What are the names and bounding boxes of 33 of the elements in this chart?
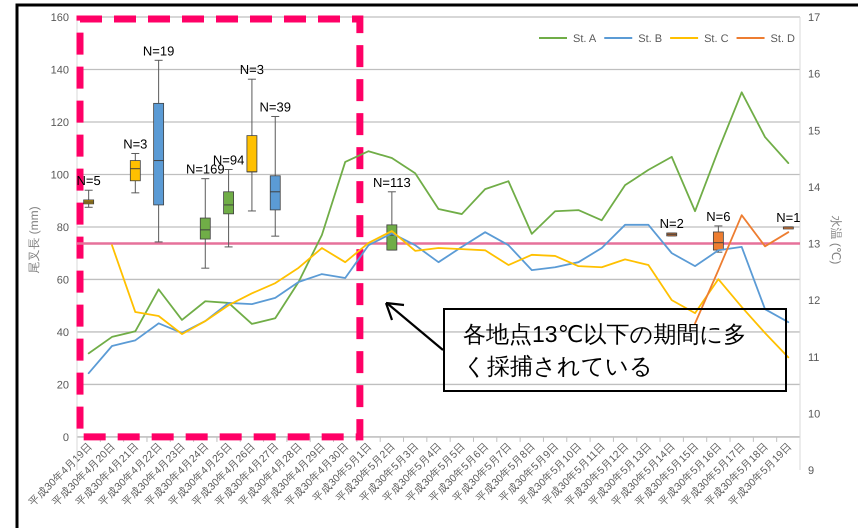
y2-tick-label: 9: [808, 465, 814, 477]
y2-tick-label: 13: [808, 238, 820, 250]
legend-label: St. C: [704, 33, 729, 45]
y2-tick-label: 15: [808, 125, 820, 138]
y-tick-label: 0: [62, 432, 69, 444]
legend-label: St. B: [638, 33, 662, 45]
y2-tick-label: 14: [808, 182, 820, 194]
y-tick-label: 140: [50, 64, 69, 76]
annotation: N=1: [776, 210, 800, 225]
y-tick-label: 80: [56, 222, 69, 234]
y2-tick-label: 17: [808, 12, 820, 24]
annotation: N=3: [240, 62, 264, 78]
annotation: 各地点13℃以下の期間に多く採捕されている: [463, 320, 748, 381]
y2-tick-label: 11: [808, 352, 820, 364]
annotation: N=2: [660, 216, 684, 231]
annotation: N=3: [123, 136, 148, 152]
legend-label: St. A: [573, 33, 597, 45]
legend-label: St. D: [770, 33, 796, 45]
y-tick-label: 60: [56, 274, 69, 286]
y-tick-label: 20: [56, 379, 69, 392]
y-tick-label: 160: [50, 12, 69, 24]
y2-tick-label: 16: [808, 68, 820, 81]
annotation: N=19: [142, 43, 174, 58]
annotation: N=39: [260, 99, 291, 114]
annotation: N=6: [706, 208, 730, 224]
y-tick-label: 120: [50, 116, 69, 129]
y2-axis-title: 水温 (℃): [829, 216, 843, 264]
y-axis-title: 尾叉長 (mm): [27, 206, 41, 274]
y2-tick-label: 10: [808, 408, 820, 420]
y-tick-label: 100: [50, 169, 69, 182]
y-tick-label: 40: [56, 326, 69, 339]
annotation: N=113: [372, 174, 411, 190]
y2-tick-label: 12: [808, 295, 820, 308]
